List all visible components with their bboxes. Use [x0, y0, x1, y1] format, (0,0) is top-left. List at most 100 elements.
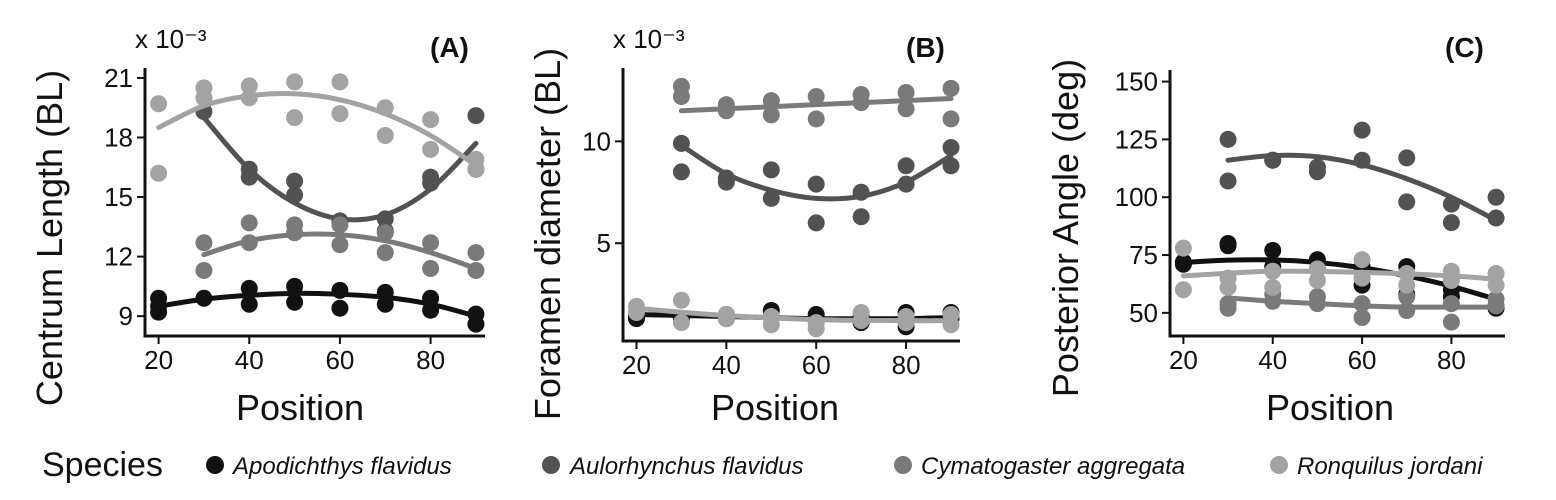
- panel-c-tag: (C): [1445, 32, 1484, 63]
- panel-b-series-cymatogaster: [672, 77, 960, 128]
- panel-a: x 10⁻³ (A) Centrum Length (BL) Position …: [29, 24, 485, 428]
- panel-a-point-aulorhynchus: [286, 172, 304, 190]
- panel-b-x-tick-label: 40: [712, 350, 741, 380]
- legend-label-ronquilus: Ronquilus jordani: [1297, 453, 1483, 480]
- legend-item-ronquilus: Ronquilus jordani: [1270, 453, 1483, 480]
- panel-a-y-tick-label: 12: [104, 242, 133, 272]
- legend-label-aulorhynchus: Aulorhynchus flavidus: [568, 453, 803, 480]
- panel-b-point-aulorhynchus: [672, 163, 690, 181]
- legend-label-apodichthys: Apodichthys flavidus: [231, 453, 452, 480]
- panel-a-point-ronquilus: [331, 73, 349, 91]
- panel-a-fit-line-cymatogaster: [201, 231, 479, 272]
- panel-a-series-ronquilus: [150, 73, 485, 182]
- panel-a-fit-line-apodichthys: [156, 290, 479, 319]
- panel-a-scale-note: x 10⁻³: [135, 24, 207, 54]
- panel-c-point-ronquilus: [1308, 271, 1326, 289]
- panel-a-y-tick-label: 15: [104, 182, 133, 212]
- panel-c-y-tick-label: 75: [1129, 240, 1158, 270]
- panel-b-point-cymatogaster: [807, 110, 825, 128]
- panel-c-point-ronquilus: [1174, 239, 1192, 257]
- legend-item-aulorhynchus: Aulorhynchus flavidus: [542, 453, 803, 480]
- panel-c-point-ronquilus: [1353, 251, 1371, 269]
- panel-c-point-cymatogaster: [1219, 299, 1237, 317]
- legend-marker-ronquilus: [1270, 456, 1288, 474]
- panel-c-point-apodichthys: [1219, 237, 1237, 255]
- panel-a-point-ronquilus: [422, 140, 440, 158]
- panel-c-point-ronquilus: [1398, 276, 1416, 294]
- panel-a-point-cymatogaster: [331, 216, 349, 234]
- panel-b-point-cymatogaster: [942, 79, 960, 97]
- panel-a-point-apodichthys: [286, 277, 304, 295]
- panel-a-point-ronquilus: [331, 105, 349, 123]
- panel-a-point-apodichthys: [240, 295, 258, 313]
- panel-c-fit-line-cymatogaster: [1225, 295, 1499, 310]
- legend-marker-cymatogaster: [894, 456, 912, 474]
- panel-c-point-aulorhynchus: [1487, 188, 1505, 206]
- panel-a-point-ronquilus: [240, 77, 258, 95]
- panel-b-fit-line-aulorhynchus: [678, 142, 954, 202]
- panel-b-x-tick-label: 20: [622, 350, 651, 380]
- panel-c-plot-area: 20 40 60 80 50 75 100 125 150: [1115, 67, 1505, 375]
- panel-a-plot-area: 20 40 60 80 9 12 15 18 21: [104, 63, 485, 375]
- panel-a-point-cymatogaster: [331, 236, 349, 254]
- panel-a-x-tick-label: 60: [325, 345, 354, 375]
- panel-a-series-cymatogaster: [195, 214, 485, 279]
- legend-item-apodichthys: Apodichthys flavidus: [206, 453, 452, 480]
- legend: Species Apodichthys flavidus Aulorhynchu…: [42, 446, 1483, 484]
- panel-b-y-tick-label: 10: [582, 126, 611, 156]
- legend-title: Species: [42, 446, 163, 484]
- panel-c-x-tick-label: 40: [1258, 345, 1287, 375]
- panel-b-scale-note: x 10⁻³: [613, 24, 685, 54]
- panel-c-point-aulorhynchus: [1308, 163, 1326, 181]
- panel-c-y-tick-label: 50: [1129, 298, 1158, 328]
- panel-c-x-tick-label: 80: [1437, 345, 1466, 375]
- legend-marker-aulorhynchus: [542, 456, 560, 474]
- panel-a-point-ronquilus: [376, 126, 394, 144]
- panel-a-y-axis-title: Centrum Length (BL): [29, 70, 70, 406]
- panel-c-point-aulorhynchus: [1442, 214, 1460, 232]
- panel-b-point-cymatogaster: [762, 106, 780, 124]
- panel-a-y-tick-label: 18: [104, 122, 133, 152]
- panel-a-x-tick-label: 40: [235, 345, 264, 375]
- panel-a-series-apodichthys: [150, 277, 485, 333]
- panel-c-x-tick-label: 20: [1169, 345, 1198, 375]
- panel-a-axes: [143, 68, 485, 338]
- panel-a-point-cymatogaster: [240, 214, 258, 232]
- panel-b-point-aulorhynchus: [852, 208, 870, 226]
- panel-b: x 10⁻³ (B) Foramen diameter (BL) Positio…: [527, 24, 960, 428]
- panel-a-point-apodichthys: [467, 315, 485, 333]
- panel-b-fit-line-cymatogaster: [678, 96, 954, 114]
- panel-c-axes: [1168, 70, 1505, 338]
- panel-b-axes: [621, 68, 960, 343]
- panel-b-point-aulorhynchus: [942, 138, 960, 156]
- panel-a-point-ronquilus: [286, 109, 304, 127]
- panel-a-point-cymatogaster: [376, 244, 394, 262]
- panel-b-point-aulorhynchus: [897, 157, 915, 175]
- panel-c-point-apodichthys: [1264, 241, 1282, 259]
- panel-c-y-tick-label: 150: [1115, 67, 1158, 97]
- panel-c-point-ronquilus: [1219, 278, 1237, 296]
- panel-c-fit-line-aulorhynchus: [1225, 152, 1499, 223]
- panel-b-tag: (B): [906, 32, 945, 63]
- panel-b-x-tick-label: 60: [802, 350, 831, 380]
- panel-a-point-cymatogaster: [376, 224, 394, 242]
- panel-c-point-cymatogaster: [1442, 313, 1460, 331]
- panel-c-point-ronquilus: [1264, 278, 1282, 296]
- panel-b-point-ronquilus: [807, 320, 825, 338]
- panel-b-point-aulorhynchus: [762, 189, 780, 207]
- panel-a-point-ronquilus: [150, 164, 168, 182]
- panel-a-y-tick-label: 9: [119, 301, 133, 331]
- panel-a-point-ronquilus: [286, 73, 304, 91]
- panel-c-x-axis-title: Position: [1266, 387, 1394, 428]
- legend-label-cymatogaster: Cymatogaster aggregata: [921, 453, 1185, 480]
- panel-b-x-axis-title: Position: [711, 387, 839, 428]
- panel-c-y-axis-title: Posterior Angle (deg): [1045, 59, 1086, 397]
- panel-b-point-ronquilus: [672, 314, 690, 332]
- panel-c-point-ronquilus: [1174, 281, 1192, 299]
- panel-c-point-cymatogaster: [1353, 308, 1371, 326]
- panel-c-point-aulorhynchus: [1398, 193, 1416, 211]
- panel-b-point-aulorhynchus: [762, 161, 780, 179]
- panel-a-point-cymatogaster: [195, 234, 213, 252]
- panel-b-point-cymatogaster: [807, 88, 825, 106]
